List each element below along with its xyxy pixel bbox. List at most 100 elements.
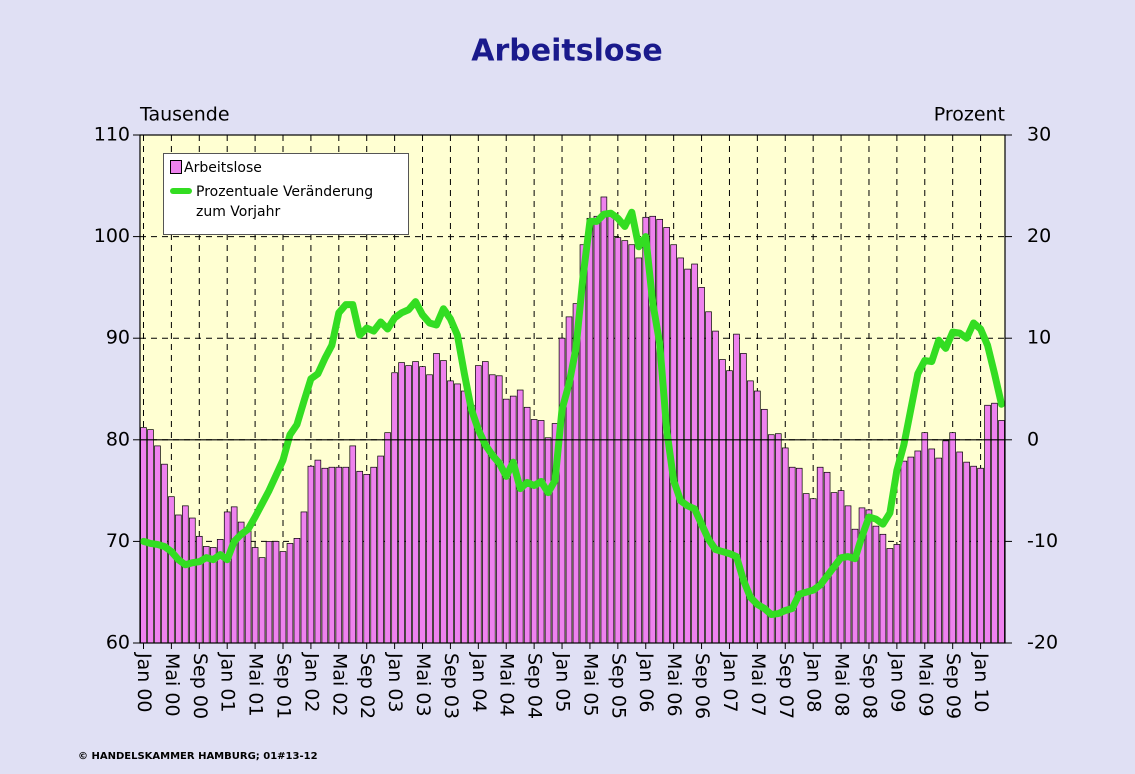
bar [628,244,636,644]
legend-label: Prozentuale Veränderung zum Vorjahr [196,184,374,220]
bar [370,466,377,644]
bar [516,389,524,644]
legend: Arbeitslose Prozentuale Veränderung zum … [163,153,409,235]
bar [349,445,357,644]
x-tick-label: Jan 01 [217,652,239,713]
bar [600,196,608,644]
y2-tick-label: 0 [1027,428,1039,450]
bar [558,337,566,644]
y2-tick-label: -10 [1027,530,1058,552]
x-tick-label: Sep 01 [273,653,295,719]
bar [712,330,719,644]
bar [363,473,370,644]
x-tick-label: Jan 08 [803,652,825,713]
bar [258,557,266,644]
bar [140,427,147,644]
plot-frame [139,134,1006,644]
bar [914,450,922,644]
x-tick-label: Jan 10 [970,652,992,713]
bar [544,437,552,644]
bar [321,467,329,644]
y-tick-label: 60 [106,632,130,654]
chart-title: Arbeitslose [471,34,662,69]
legend-swatch [170,188,192,194]
x-tick-label: Sep 05 [607,653,629,719]
bar [454,383,461,644]
x-tick-label: Jan 03 [384,652,406,713]
bar [377,455,384,644]
bar [635,257,643,644]
bar [475,365,482,644]
legend-item: Prozentuale Veränderung zum Vorjahr [170,182,402,222]
x-tick-label: Mai 06 [663,653,685,717]
bar [740,353,747,644]
bar [509,395,517,644]
bar [251,547,259,644]
bar [433,353,440,644]
bar [391,372,398,644]
x-tick-label: Mai 09 [914,653,936,717]
y-tick-label: 80 [106,428,130,450]
y-tick-label: 100 [94,225,130,247]
bar [963,461,970,644]
bar [440,360,447,644]
bar [956,451,963,644]
bar [196,535,203,644]
bar [935,457,943,644]
bar [844,505,852,644]
bar [530,419,538,644]
bar [244,527,252,644]
bar [189,517,196,644]
bar [265,541,273,644]
bar [502,398,510,644]
x-tick-label: Sep 09 [942,653,964,719]
x-tick-label: Sep 06 [691,653,713,719]
y2-tick-label: -20 [1027,632,1058,654]
x-tick-label: Jan 02 [300,652,322,713]
y2-tick-label: 20 [1027,225,1051,247]
bar [147,429,154,644]
x-tick-label: Sep 03 [440,653,462,719]
y-axis-label: Tausende [139,104,230,126]
bar [161,463,168,644]
bar [405,365,412,644]
footer: © HANDELSKAMMER HAMBURG; 01#13-12 [78,751,318,762]
bar [977,467,984,644]
x-tick-label: Jan 04 [468,652,490,713]
bar [412,361,419,644]
bar [942,440,949,644]
x-tick-label: Mai 03 [412,653,434,717]
bar [447,380,454,644]
bar [230,506,238,644]
x-tick-label: Jan 09 [886,652,908,713]
x-tick-label: Jan 07 [719,652,741,713]
x-tick-label: Mai 01 [245,653,267,717]
x-tick-label: Mai 04 [496,653,518,717]
bar [970,465,977,644]
bar [795,467,803,644]
bar [907,456,915,644]
bar [921,432,929,644]
bar [537,420,545,644]
bar [928,448,936,644]
bar [998,420,1005,644]
bar [879,533,887,644]
bar [691,263,698,644]
bar [607,211,615,644]
bar [726,370,733,644]
bar [384,432,391,644]
bar [788,466,796,644]
bar [984,404,991,644]
bar [684,268,691,644]
bar [698,287,705,644]
legend-item: Arbeitslose [170,158,402,178]
x-tick-label: Sep 00 [189,653,211,719]
bar [356,470,364,644]
bar [426,374,433,644]
legend-label: Arbeitslose [184,160,262,176]
y2-axis-label: Prozent [934,104,1005,126]
bar [523,406,531,644]
x-tick-label: Mai 07 [747,653,769,717]
